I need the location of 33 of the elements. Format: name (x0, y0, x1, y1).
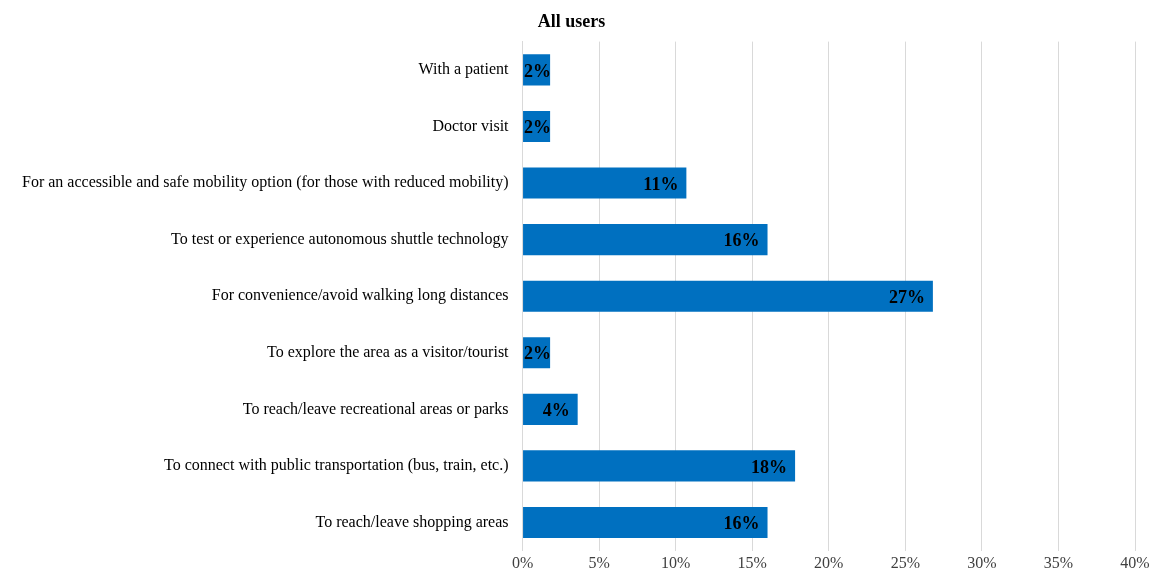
data-label: 2% (524, 343, 552, 364)
y-tick-label: Doctor visit (432, 116, 510, 134)
x-tick-label: 0% (511, 553, 534, 571)
bar (523, 506, 768, 539)
data-label: 11% (643, 173, 679, 194)
data-label: 2% (524, 117, 552, 138)
y-tick-label: To explore the area as a visitor/tourist (267, 342, 510, 361)
x-tick-label: 25% (890, 553, 920, 571)
bar (523, 224, 768, 256)
x-tick-label: 20% (814, 553, 844, 571)
y-tick-label: For convenience/avoid walking long distances (211, 286, 509, 305)
data-label: 27% (888, 286, 925, 307)
data-label: 16% (723, 230, 760, 251)
bar (523, 280, 933, 312)
bar (523, 450, 796, 482)
bar (523, 167, 687, 199)
data-label: 16% (723, 513, 760, 534)
y-tick-label: With a patient (418, 60, 510, 79)
x-tick-label: 15% (737, 553, 767, 571)
x-tick-label: 10% (661, 553, 691, 571)
data-label: 2% (524, 60, 552, 81)
y-tick-label: To reach/leave shopping areas (315, 512, 509, 531)
chart-title: All users (537, 11, 606, 32)
y-tick-label: To connect with public transportation (bus, train, etc.) (163, 456, 509, 475)
x-tick-label: 40% (1120, 553, 1150, 571)
x-tick-label: 30% (967, 553, 997, 571)
x-tick-label: 5% (588, 553, 610, 571)
y-tick-label: To reach/leave recreational areas or parks (242, 399, 509, 418)
data-label: 18% (751, 456, 788, 477)
x-tick-label: 35% (1043, 553, 1074, 571)
y-tick-label: To test or experience autonomous shuttle technology (171, 229, 509, 248)
data-label: 4% (542, 400, 570, 421)
y-tick-label: For an accessible and safe mobility option (for those with reduced mobility) (22, 173, 509, 192)
